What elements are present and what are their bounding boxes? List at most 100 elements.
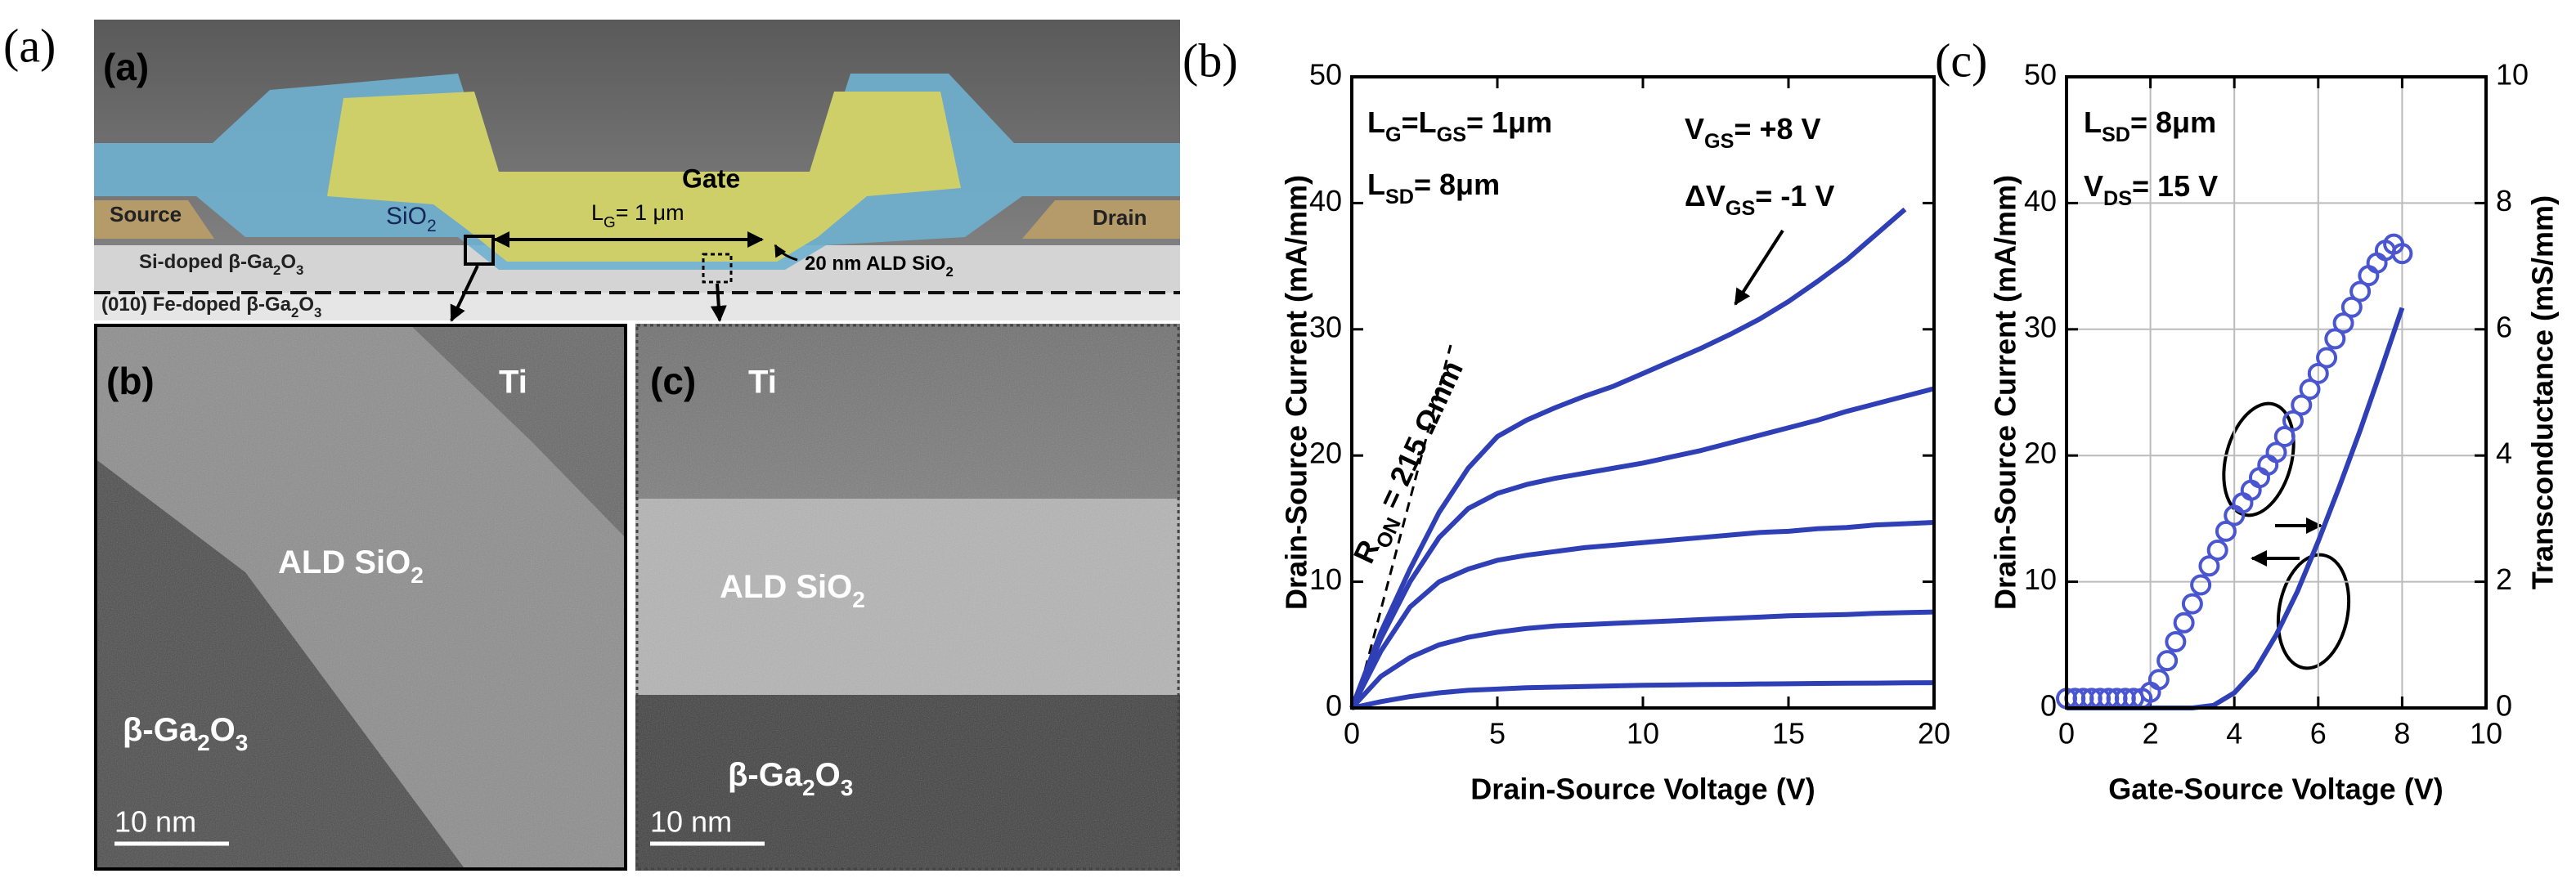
data-point (2215, 520, 2237, 542)
source-pad (94, 200, 214, 239)
y2-tick-label: 0 (2496, 689, 2512, 723)
y-tick-label: 0 (2040, 689, 2057, 723)
subscript: SD (1385, 186, 1414, 208)
plot-frame (1350, 75, 1936, 710)
chart: 0 5 10 15 20 0 10 20 30 40 50 (b) Drain-Source Volta… (1183, 34, 1950, 805)
layer-label: (010) Fe-doped β-Ga2O3 (101, 293, 321, 320)
y2-tick-label: 4 (2496, 437, 2512, 470)
text-part: = 1 μm (616, 200, 684, 225)
data-point (2198, 555, 2220, 577)
substrate-label: β-Ga2O3 (728, 757, 853, 800)
y2-tick-label: 10 (2496, 58, 2529, 92)
gate-length-label: LG= 1 μm (591, 200, 684, 231)
subscript: 3 (296, 262, 303, 278)
subscript: 2 (945, 264, 953, 280)
fit-line (1355, 344, 1452, 702)
x-tick-label: 0 (1344, 717, 1360, 750)
text-part: =L (1402, 105, 1437, 139)
data-point (2391, 243, 2413, 265)
subscript: DS (2103, 187, 2132, 210)
y-tick-label: 10 (2024, 562, 2057, 596)
y-tick-label: 20 (1309, 437, 1342, 470)
ti-label: Ti (748, 365, 777, 401)
chart-decorations (1355, 229, 2351, 702)
data-point (2265, 441, 2287, 464)
oxide-label: ALD SiO2 (278, 544, 424, 588)
data-line (1351, 680, 1935, 710)
text-part: V (2084, 169, 2103, 203)
scale-label: 10 nm (114, 805, 196, 839)
text-part: SiO (386, 203, 427, 230)
y-tick-label: 30 (1309, 310, 1342, 343)
ald-note: 20 nm ALD SiO2 (805, 253, 954, 280)
text-part: ALD SiO (720, 569, 852, 605)
data-point (2349, 280, 2372, 302)
x-axis-title: Gate-Source Voltage (V) (2108, 773, 2443, 806)
pointer-arrow (1734, 229, 1784, 306)
layer-label: Si-doped β-Ga2O3 (139, 251, 303, 278)
text-part: 20 nm ALD SiO (805, 253, 945, 275)
text-part: = 8μm (2130, 105, 2216, 139)
text-part: = +8 V (1734, 112, 1820, 146)
region-box (464, 235, 495, 266)
plot-frame (2065, 75, 2488, 710)
x-tick-label: 8 (2394, 717, 2410, 750)
data-point (2173, 611, 2195, 634)
y2-tick-label: 2 (2496, 562, 2512, 596)
text-part: O (298, 293, 314, 316)
tem-border (94, 324, 627, 871)
y2-tick-label: 8 (2496, 184, 2512, 217)
x-tick-label: 10 (2470, 717, 2502, 750)
text-part: = 1μm (1466, 105, 1552, 139)
data-point (2165, 630, 2187, 652)
subscript: 3 (314, 305, 321, 320)
annotation: RON = 215 Ωmm (1346, 356, 1476, 571)
x-tick-label: 15 (1772, 717, 1805, 750)
x-tick-label: 6 (2310, 717, 2327, 750)
panel-label: (c) (650, 360, 696, 402)
drain-pad (1022, 200, 1180, 239)
sio2-label: SiO2 (386, 203, 437, 235)
data-point (2316, 347, 2338, 369)
panel-a: (a) (a) Gate Source Drain SiO2 LG= 1 μm … (3, 19, 1180, 871)
panel-label: (c) (1935, 34, 1987, 87)
subscript: SD (2102, 123, 2130, 146)
subscript: G (604, 214, 616, 231)
text-part: V (1685, 112, 1704, 146)
subscript: 2 (197, 730, 210, 755)
text-part: O (815, 757, 841, 793)
y-tick-label: 40 (1309, 184, 1342, 217)
y-tick-label: 0 (1326, 689, 1342, 723)
subscript: 2 (802, 775, 815, 800)
text-part: = 215 Ωmm (1368, 356, 1469, 521)
text-part: β-Ga (728, 757, 803, 793)
text-part: = 8μm (1414, 168, 1500, 201)
y-axis-title: Drain-Source Current (mA/mm) (1280, 175, 1313, 610)
panel-label: (a) (103, 46, 149, 88)
subscript: 3 (236, 730, 249, 755)
chart: 0 2 4 6 8 10010203040500246810(c)Gate-Source … (1935, 34, 2560, 805)
subscript: GS (1437, 123, 1466, 146)
x-tick-label: 5 (1489, 717, 1506, 750)
text-part: = 15 V (2132, 169, 2218, 203)
x-tick-label: 2 (2143, 717, 2159, 750)
panel-label: (b) (1183, 34, 1238, 87)
text-part: L (1367, 105, 1385, 139)
subscript: 3 (841, 775, 854, 800)
source-label: Source (110, 202, 182, 226)
data-point (2181, 593, 2203, 615)
x-axis-title: Drain-Source Voltage (V) (1470, 773, 1815, 806)
gate-metal (327, 92, 961, 262)
data-line (1349, 520, 1935, 710)
drain-label: Drain (1093, 205, 1147, 230)
callout-ellipse (2222, 401, 2296, 517)
data-point (2156, 650, 2179, 672)
substrate-label: β-Ga2O3 (123, 712, 248, 755)
text-part: O (210, 712, 236, 748)
scale-label: 10 nm (650, 805, 732, 839)
text-part: O (280, 251, 296, 273)
annotation: VGS= +8 V (1685, 112, 1821, 153)
annotation: ΔVGS= -1 V (1685, 179, 1834, 220)
pointer-arrow (710, 283, 727, 322)
gate-label: Gate (682, 164, 740, 193)
